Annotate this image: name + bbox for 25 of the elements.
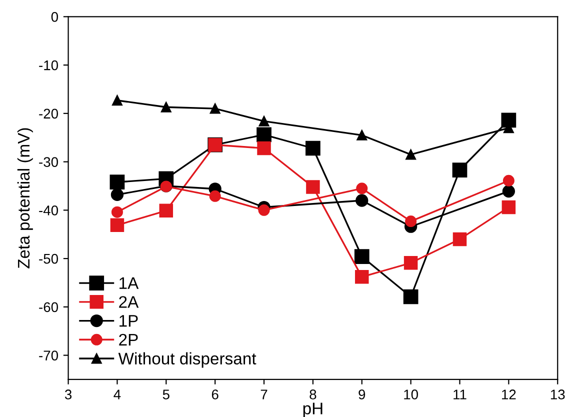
legend-label: 2A: [119, 296, 139, 308]
x-tick-label: 3: [64, 390, 72, 400]
y-tick-label: -10: [39, 60, 58, 70]
legend-label: 1P: [120, 315, 138, 327]
x-tick-label: 9: [358, 390, 366, 400]
x-tick-label: 4: [114, 390, 121, 400]
x-tick-label: 10: [404, 390, 418, 400]
legend-label: 1A: [120, 277, 139, 289]
x-tick-label: 8: [310, 390, 316, 400]
x-tick-label: 12: [502, 390, 516, 400]
x-tick-label: 5: [162, 390, 170, 400]
x-tick-label: 13: [550, 390, 565, 400]
y-tick-label: -40: [39, 206, 58, 216]
legend-label: 2P: [119, 334, 138, 346]
y-tick-label: -60: [39, 302, 58, 312]
x-tick-label: 11: [454, 390, 466, 400]
y-tick-label: -30: [39, 157, 58, 167]
y-tick-label: 0: [51, 12, 58, 22]
x-tick-label: 7: [260, 390, 268, 400]
legend-label: Without dispersant: [118, 352, 256, 368]
x-tick-label: 6: [212, 390, 218, 400]
y-tick-label: -50: [39, 254, 58, 264]
y-tick-label: -70: [39, 350, 58, 360]
y-axis-title: Zeta potential (mV): [17, 128, 33, 268]
y-tick-label: -20: [39, 108, 58, 119]
